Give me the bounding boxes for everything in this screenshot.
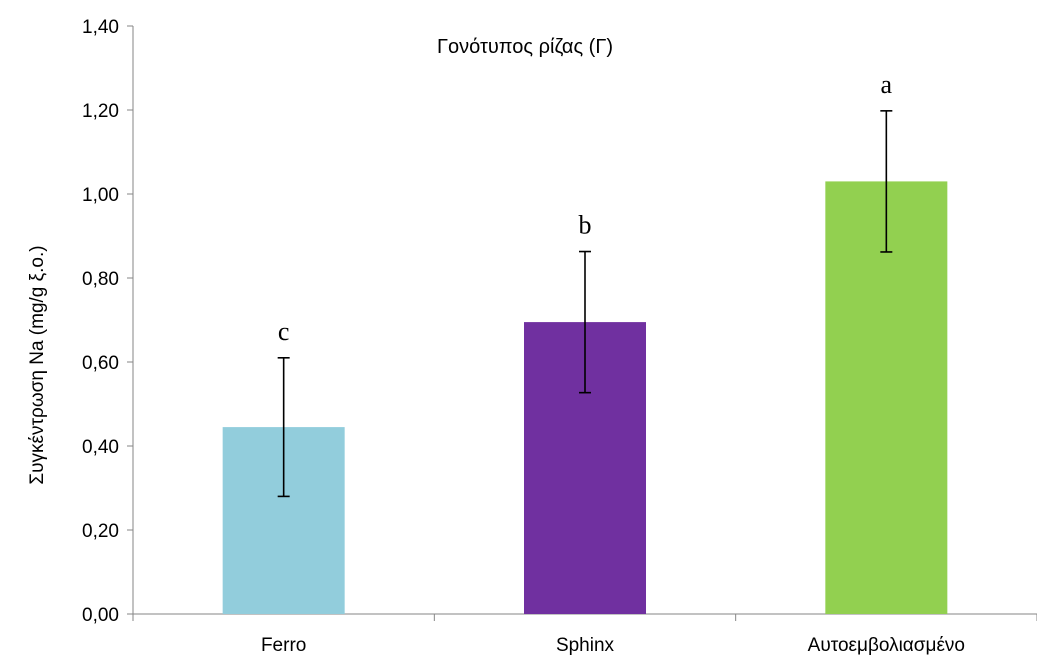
y-tick-label: 0,20 bbox=[82, 521, 119, 542]
x-tick-label: Sphinx bbox=[556, 635, 615, 656]
significance-label: c bbox=[278, 317, 290, 346]
plot-area: 0,00 0,20 0,40 0,60 0,80 1,00 1,20 1,40 c Ferro b S… bbox=[82, 17, 1037, 656]
chart-title: Γονότυπος ρίζας (Γ) bbox=[437, 36, 613, 58]
y-tick-label: 1,00 bbox=[82, 185, 119, 206]
y-axis-title: Συγκέντρωση Na (mg/g ξ.ο.) bbox=[27, 245, 48, 484]
y-tick-label: 1,40 bbox=[82, 17, 119, 38]
x-tick-label: Αυτοεμβολιασμένο bbox=[808, 635, 965, 656]
significance-label: b bbox=[579, 211, 592, 240]
x-tick-label: Ferro bbox=[261, 635, 306, 656]
y-tick-label: 0,40 bbox=[82, 437, 119, 458]
y-tick-label: 1,20 bbox=[82, 101, 119, 122]
y-tick-label: 0,60 bbox=[82, 353, 119, 374]
y-tick-label: 0,80 bbox=[82, 269, 119, 290]
bar bbox=[825, 181, 948, 614]
significance-label: a bbox=[881, 70, 893, 99]
y-tick-label: 0,00 bbox=[82, 605, 119, 626]
